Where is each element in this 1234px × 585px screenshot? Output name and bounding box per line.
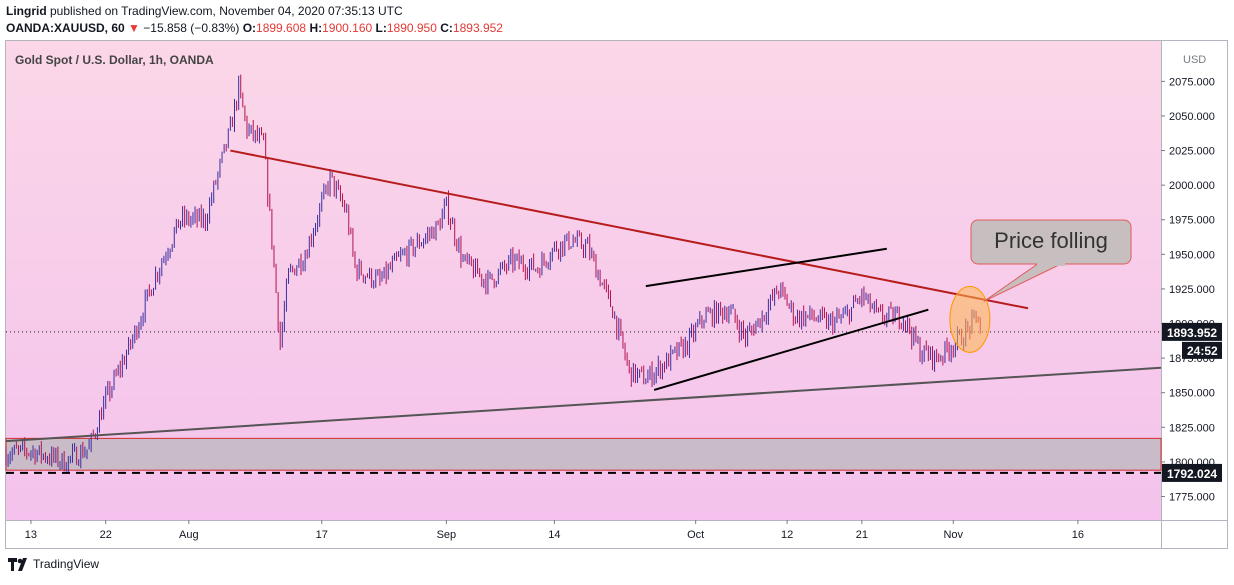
y-tick-label: 2000.000 (1169, 180, 1215, 192)
y-tick-label: 1825.000 (1169, 422, 1215, 434)
open-label: O: (242, 21, 257, 35)
price-axis-background (1161, 40, 1228, 520)
callout-joint (1037, 261, 1065, 266)
x-tick-label: Aug (179, 529, 199, 541)
support-trendline (5, 366, 1162, 443)
current-price-value: 1893.952 (1167, 326, 1217, 340)
symbol-ohlc-line: OANDA:XAUUSD, 60 ▼ −15.858 (−0.83%) O:18… (6, 21, 503, 35)
close-label: C: (440, 21, 453, 35)
high-value: 1900.160 (322, 21, 373, 35)
x-tick-label: Oct (687, 529, 704, 541)
level-price-value: 1792.024 (1167, 467, 1217, 481)
x-tick-label: 17 (316, 529, 328, 541)
time-axis-background (6, 520, 1161, 548)
currency-label: USD (1183, 54, 1206, 66)
y-tick-label: 1950.000 (1169, 249, 1215, 261)
x-tick-label: 16 (1072, 529, 1084, 541)
y-tick-label: 1775.000 (1169, 491, 1215, 503)
y-tick-label: 2050.000 (1169, 111, 1215, 123)
x-tick-label: Nov (943, 529, 963, 541)
change-value: −15.858 (−0.83%) (143, 21, 240, 35)
support-zone (5, 437, 1162, 471)
callout-text: Price folling (994, 228, 1108, 253)
x-tick-label: 13 (25, 529, 37, 541)
publish-info: Lingrid published on TradingView.com, No… (6, 4, 403, 18)
x-tick-label: 14 (548, 529, 560, 541)
x-tick-label: Sep (437, 529, 457, 541)
low-label: L: (375, 21, 387, 35)
price-chart[interactable]: 1775.0001800.0001825.0001850.0001875.000… (0, 40, 1234, 553)
y-tick-label: 2075.000 (1169, 76, 1215, 88)
footer-brand[interactable]: TradingView (8, 557, 99, 571)
close-value: 1893.952 (452, 21, 503, 35)
author-name: Lingrid (6, 4, 47, 18)
chart-title: Gold Spot / U.S. Dollar, 1h, OANDA (15, 53, 214, 67)
high-label: H: (309, 21, 323, 35)
y-tick-label: 1975.000 (1169, 215, 1215, 227)
y-tick-label: 1850.000 (1169, 388, 1215, 400)
level-price-tag (1162, 463, 1222, 482)
publish-text: published on TradingView.com, November 0… (46, 4, 403, 18)
candles (5, 74, 981, 473)
current-price-tag (1162, 322, 1222, 341)
y-tick-label: 2025.000 (1169, 146, 1215, 158)
symbol-label: OANDA:XAUUSD, 60 (6, 21, 125, 35)
y-tick-label: 1925.000 (1169, 284, 1215, 296)
channel-upper-line (645, 247, 887, 288)
x-tick-label: 12 (781, 529, 793, 541)
price-highlight-ellipse (949, 285, 991, 353)
x-tick-label: 22 (100, 529, 112, 541)
chart-frame (5, 40, 1228, 549)
countdown-value: 24:52 (1187, 344, 1218, 358)
channel-lower-line (653, 308, 929, 391)
x-tick-label: 21 (856, 529, 868, 541)
low-value: 1890.950 (386, 21, 437, 35)
tradingview-logo-icon (8, 557, 28, 571)
brand-label: TradingView (33, 557, 100, 571)
open-value: 1899.608 (256, 21, 307, 35)
countdown-tag (1182, 341, 1222, 359)
down-triangle-icon: ▼ (128, 21, 140, 35)
resistance-trendline (230, 149, 1029, 310)
